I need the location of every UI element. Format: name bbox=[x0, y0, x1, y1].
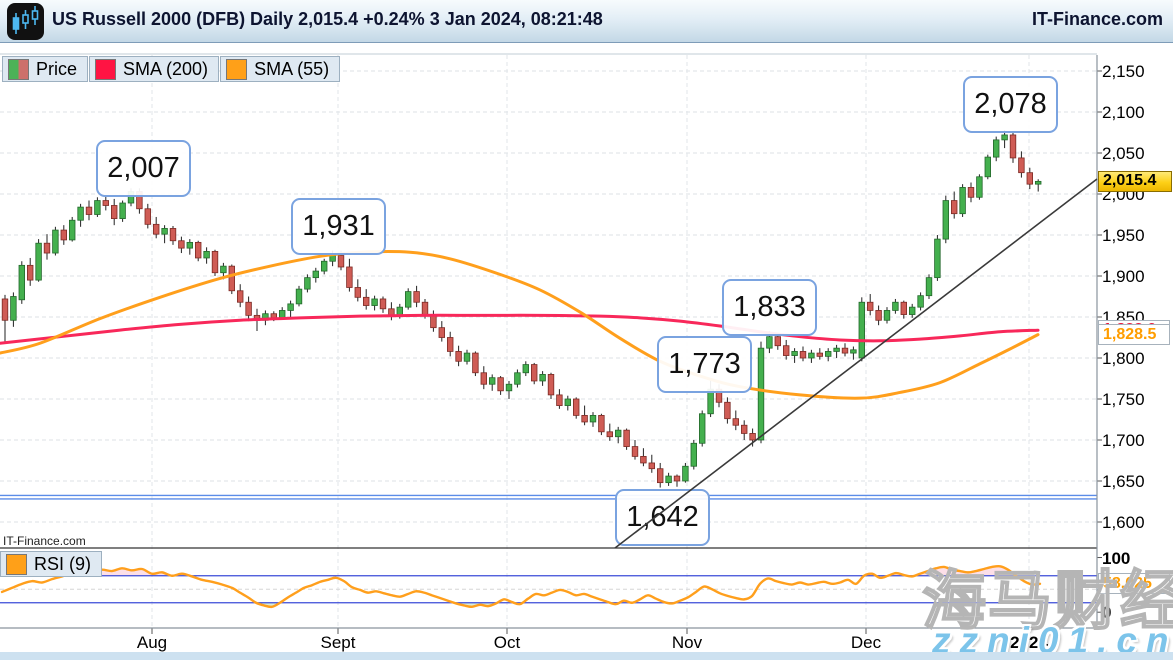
legend-price-toggle[interactable]: Price bbox=[2, 56, 89, 82]
title-bar: US Russell 2000 (DFB) Daily 2,015.4 +0.2… bbox=[0, 0, 1173, 43]
sma55-swatch-icon bbox=[226, 58, 248, 80]
series-legend: Price SMA (200) SMA (55) bbox=[2, 56, 341, 82]
price-swatch-icon bbox=[8, 58, 29, 80]
rsi-swatch-icon bbox=[6, 553, 27, 575]
legend-sma200-toggle[interactable]: SMA (200) bbox=[89, 56, 220, 82]
brand-link[interactable]: IT-Finance.com bbox=[1031, 9, 1163, 29]
legend-sma55-label: SMA (55) bbox=[254, 58, 330, 79]
legend-rsi-toggle[interactable]: RSI (9) bbox=[0, 551, 103, 577]
legend-price-label: Price bbox=[36, 58, 78, 79]
instrument-title: US Russell 2000 (DFB) Daily 2,015.4 +0.2… bbox=[52, 9, 603, 29]
sma200-swatch-icon bbox=[95, 58, 117, 80]
rsi-legend: RSI (9) bbox=[0, 551, 103, 577]
site-credit: IT-Finance.com bbox=[3, 534, 86, 548]
legend-rsi-label: RSI (9) bbox=[34, 553, 92, 574]
legend-sma200-label: SMA (200) bbox=[123, 58, 209, 79]
legend-sma55-toggle[interactable]: SMA (55) bbox=[220, 56, 341, 82]
candlestick-logo-icon bbox=[7, 3, 44, 40]
bottom-frame bbox=[0, 652, 1173, 660]
